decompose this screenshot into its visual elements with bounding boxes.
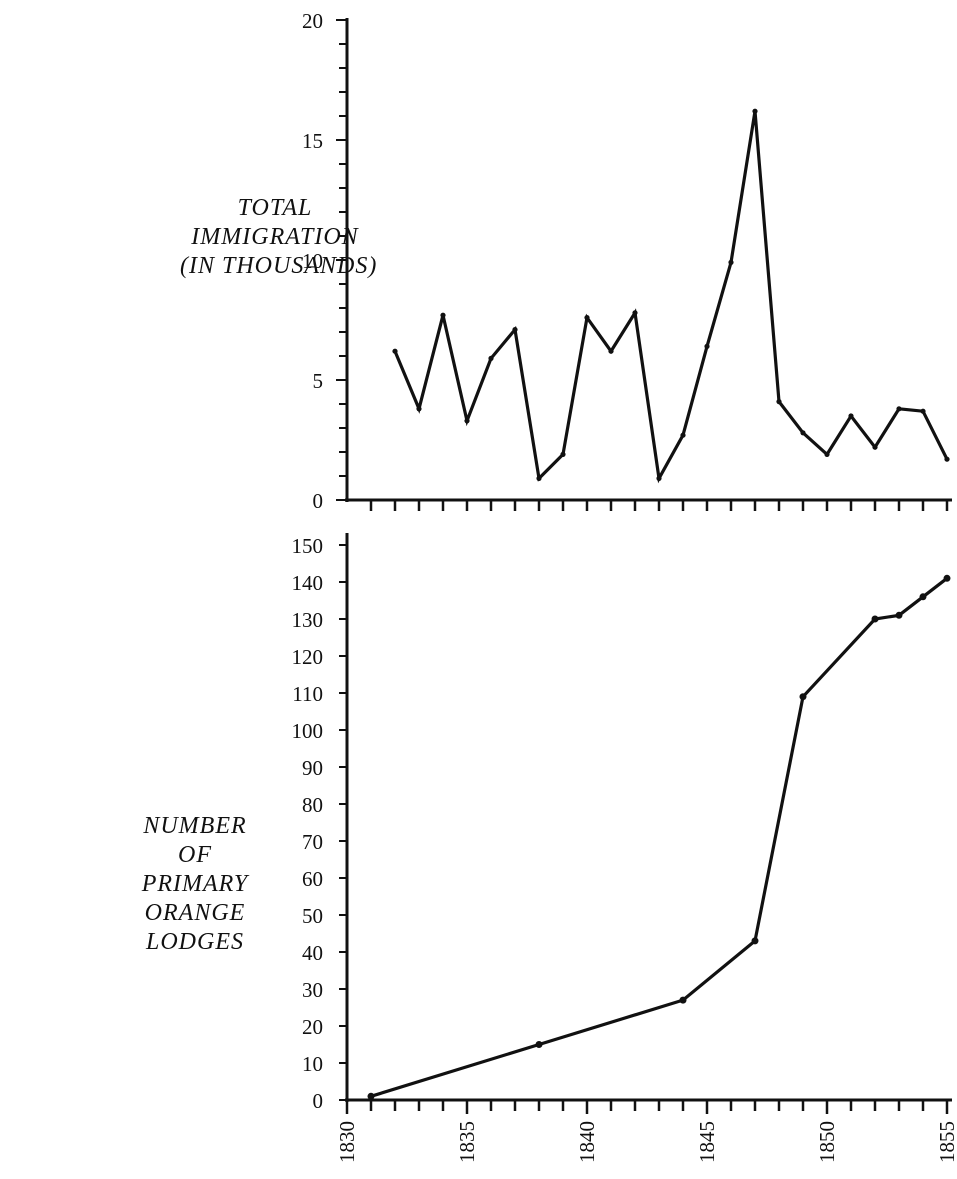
lodges-y-tick-label: 30: [302, 978, 323, 1002]
immigration-data-point: [752, 108, 758, 114]
lodges-y-tick-label: 110: [292, 682, 323, 706]
lodges-y-tick-label: 40: [302, 941, 323, 965]
lodges-y-tick-label: 90: [302, 756, 323, 780]
lodges-y-tick-label: 0: [313, 1089, 324, 1113]
immigration-data-point: [944, 456, 950, 462]
immigration-data-point: [536, 475, 542, 481]
immigration-data-point: [896, 406, 902, 412]
immigration-data-point: [848, 413, 854, 419]
lodges-data-point: [871, 615, 879, 623]
lodges-y-axis-label-line: ORANGE: [144, 900, 246, 926]
immigration-data-point: [704, 343, 710, 349]
lodges-x-tick-label: 1830: [335, 1121, 359, 1163]
immigration-data-point: [608, 348, 614, 354]
immigration-y-axis-label-line: TOTAL: [237, 195, 313, 221]
immigration-data-point: [656, 475, 662, 481]
immigration-data-point: [416, 406, 422, 412]
lodges-y-tick-label: 140: [292, 571, 324, 595]
lodges-data-point: [895, 611, 903, 619]
immigration-y-tick-label: 20: [302, 9, 323, 33]
lodges-y-tick-label: 60: [302, 867, 323, 891]
lodges-data-point: [943, 574, 951, 582]
immigration-data-point: [392, 348, 398, 354]
lodges-y-axis-label-line: OF: [178, 842, 212, 868]
lodges-y-axis-label-line: LODGES: [145, 929, 244, 955]
immigration-data-point: [728, 259, 734, 265]
immigration-y-tick-label: 5: [313, 369, 324, 393]
lodges-series-line: [370, 577, 948, 1098]
lodges-y-axis-label-line: PRIMARY: [141, 871, 249, 897]
immigration-data-point: [488, 355, 494, 361]
lodges-data-point: [535, 1041, 543, 1048]
lodges-data-point: [919, 593, 927, 601]
lodges-x-tick-label: 1845: [695, 1121, 719, 1163]
lodges-y-tick-label: 70: [302, 830, 323, 854]
immigration-data-point: [464, 418, 470, 424]
immigration-y-axis-label-line: IMMIGRATION: [191, 224, 359, 250]
immigration-y-axis-label: TOTAL IMMIGRATION (IN THOUSANDS): [180, 194, 378, 281]
immigration-data-point: [824, 451, 830, 457]
lodges-x-tick-label: 1855: [935, 1121, 957, 1163]
lodges-y-axis-label-line: NUMBER: [143, 813, 247, 839]
lodges-y-tick-label: 100: [292, 719, 324, 743]
lodges-y-axis-label: NUMBER OF PRIMARY ORANGE LODGES: [130, 812, 260, 957]
lodges-y-tick-label: 10: [302, 1052, 323, 1076]
lodges-x-tick-label: 1840: [575, 1121, 599, 1163]
lodges-y-tick-label: 20: [302, 1015, 323, 1039]
immigration-data-point: [872, 444, 878, 450]
immigration-data-point: [776, 399, 782, 405]
immigration-y-tick-label: 0: [313, 489, 324, 513]
immigration-data-point: [440, 312, 446, 318]
lodges-x-tick-label: 1850: [815, 1121, 839, 1163]
lodges-y-tick-label: 150: [292, 534, 324, 558]
immigration-data-point: [800, 430, 806, 436]
lodges-x-tick-label: 1835: [455, 1121, 479, 1163]
lodges-y-tick-label: 50: [302, 904, 323, 928]
immigration-y-axis-label-line: (IN THOUSANDS): [180, 253, 378, 279]
lodges-data-point: [751, 937, 759, 945]
lodges-data-point: [799, 693, 807, 701]
immigration-y-tick-label: 10: [302, 249, 323, 273]
immigration-data-point: [512, 327, 518, 333]
lodges-y-tick-label: 130: [292, 608, 324, 632]
immigration-y-tick-label: 15: [302, 129, 323, 153]
lodges-data-point: [679, 996, 687, 1004]
immigration-data-point: [680, 432, 686, 438]
immigration-data-point: [560, 451, 566, 457]
immigration-series-line: [393, 110, 949, 484]
immigration-data-point: [920, 408, 926, 414]
lodges-data-point: [367, 1092, 375, 1100]
lodges-y-tick-label: 80: [302, 793, 323, 817]
immigration-data-point: [632, 310, 638, 316]
lodges-y-tick-label: 120: [292, 645, 324, 669]
immigration-data-point: [584, 315, 590, 321]
